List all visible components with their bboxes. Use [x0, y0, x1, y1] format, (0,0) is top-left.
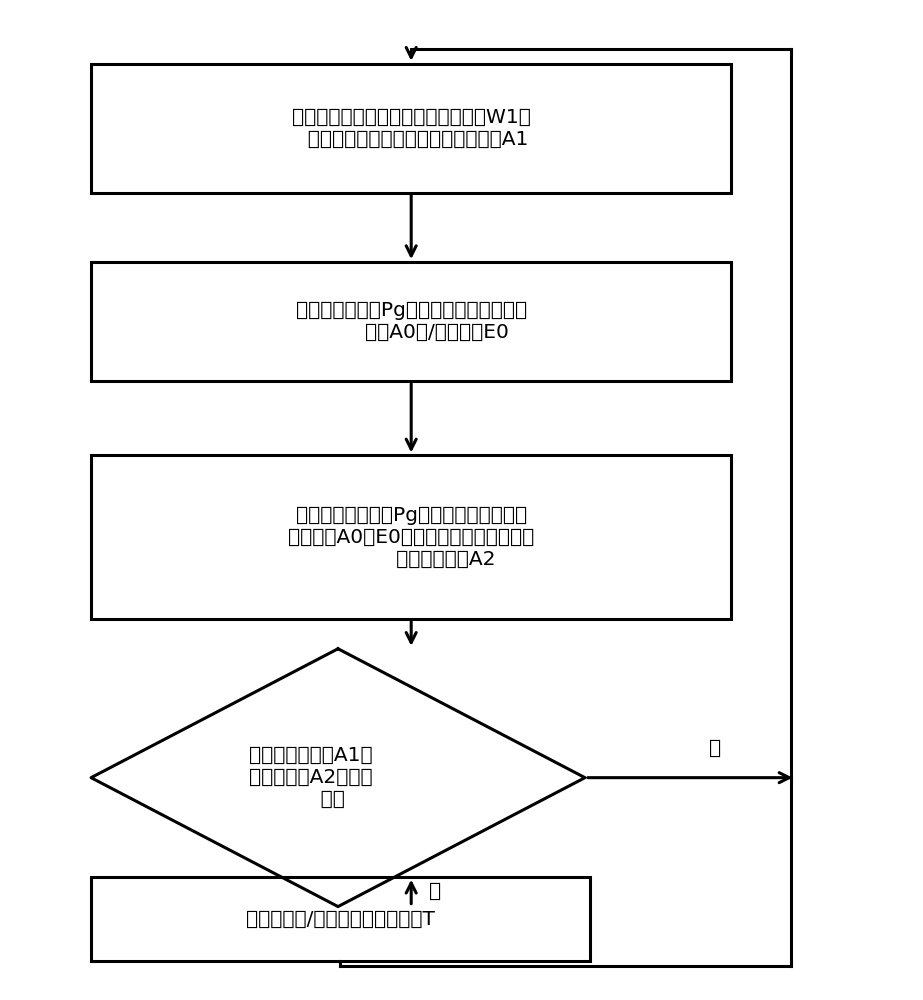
Bar — [91, 455, 731, 619]
Bar — [91, 877, 590, 961]
Text: 取得各车轮转速，并计算各车轮转速W1对
  应的轮胎对地圆周速度的实际加速度A1: 取得各车轮转速，并计算各车轮转速W1对 应的轮胎对地圆周速度的实际加速度A1 — [292, 108, 531, 149]
Text: 是: 是 — [429, 882, 441, 901]
Text: 在同一方向上，A1的
绝对值大于A2的绝对
       值？: 在同一方向上，A1的 绝对值大于A2的绝对 值？ — [249, 746, 372, 809]
Text: 调整电机和/或制动器扭矩输出值T: 调整电机和/或制动器扭矩输出值T — [246, 909, 435, 928]
Text: 取得固定于车辆Pg点的传感器测量出的加
        速度A0和/或角速度E0: 取得固定于车辆Pg点的传感器测量出的加 速度A0和/或角速度E0 — [295, 301, 527, 342]
Bar — [91, 262, 731, 381]
Bar — [91, 64, 731, 193]
Text: 否: 否 — [709, 739, 722, 758]
Text: 根据力学原理以及Pg点与各车轮的几何关
系，利用A0和E0计算出各车轮相对于地面
           的近似加速度A2: 根据力学原理以及Pg点与各车轮的几何关 系，利用A0和E0计算出各车轮相对于地面… — [288, 506, 534, 569]
